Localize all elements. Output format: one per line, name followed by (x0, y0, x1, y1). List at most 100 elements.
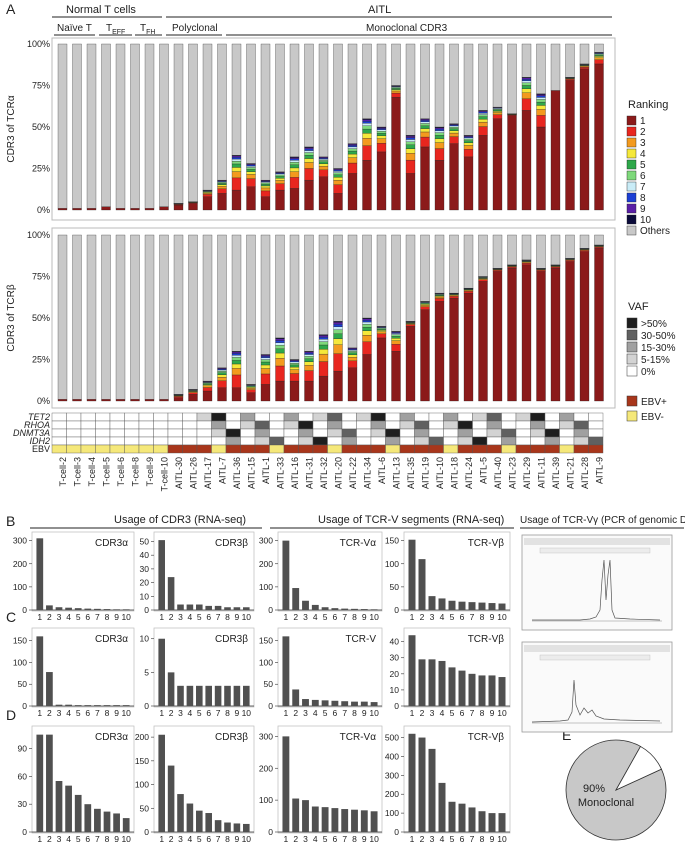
ranking-swatch (626, 214, 637, 225)
xtick-label: 2 (47, 612, 52, 622)
heatmap-cell (385, 444, 401, 454)
heatmap-cell (341, 428, 357, 438)
usage-bar (488, 603, 496, 610)
usage-bar (186, 685, 194, 706)
heatmap-cell (515, 428, 531, 438)
heatmap-cell (51, 420, 67, 430)
usage-bar (428, 659, 436, 706)
xtick-label: 6 (85, 834, 90, 844)
ytick-label: 0 (268, 827, 273, 837)
stack-segment (275, 342, 285, 346)
stack-segment (405, 148, 416, 154)
stack-segment (289, 380, 300, 402)
stack-segment (449, 132, 459, 137)
ytick-label: 200 (259, 559, 273, 569)
heatmap-cell (399, 420, 415, 430)
stack-segment (101, 43, 111, 207)
stack-segment (260, 43, 271, 181)
stack-segment (347, 354, 358, 358)
ytick-label: 0 (22, 827, 27, 837)
ytick-label: 30 (390, 653, 400, 663)
usage-bar (243, 823, 250, 832)
usage-bar (408, 539, 416, 610)
stack-segment (565, 261, 575, 402)
gene-label: TET2 (28, 412, 50, 422)
stack-segment (304, 155, 314, 159)
stack-segment (304, 179, 314, 211)
usage-bar (36, 538, 44, 610)
panel-label-d: D (6, 707, 16, 723)
stack-segment (449, 126, 459, 129)
xtick-label: 8 (480, 612, 485, 622)
stack-segment (57, 234, 68, 400)
stack-segment (405, 324, 416, 327)
stack-segment (565, 260, 575, 262)
stack-segment (188, 234, 198, 390)
usage-bar (214, 685, 222, 706)
stack-segment (536, 99, 546, 103)
heatmap-cell (182, 444, 198, 454)
ranking-label: 10 (640, 215, 652, 226)
stack-segment (202, 390, 213, 402)
xtick-label: 2 (47, 834, 52, 844)
stack-segment (478, 234, 488, 277)
header-monoclonal: Monoclonal CDR3 (366, 23, 448, 34)
sample-label: AITL-24 (464, 457, 474, 489)
ytick-label: 0 (144, 827, 149, 837)
stack-segment (217, 387, 227, 402)
stack-segment (260, 373, 271, 385)
stack-segment (550, 234, 561, 266)
stack-segment (521, 79, 532, 82)
vaf-label: 5-15% (641, 355, 670, 366)
heatmap-cell (312, 420, 328, 430)
usage-bar (458, 803, 466, 832)
ytick-label: 20 (140, 578, 150, 588)
chart-frame (153, 627, 255, 708)
usage-bar (428, 748, 436, 832)
ranking-label: 5 (640, 160, 646, 171)
xtick-label: 9 (235, 708, 240, 718)
usage-bar (196, 604, 203, 610)
stack-segment (362, 119, 372, 122)
heatmap-cell (240, 444, 256, 454)
usage-bar (282, 636, 290, 706)
stack-segment (333, 180, 343, 185)
xtick-label: 8 (225, 612, 230, 622)
heatmap-cell (559, 428, 575, 438)
xtick-label: 1 (284, 708, 289, 718)
heatmap-cell (196, 412, 212, 422)
stack-segment (478, 114, 488, 117)
stack-segment (318, 161, 329, 165)
heatmap-cell (211, 412, 227, 422)
stack-segment (463, 234, 474, 289)
stack-segment (478, 111, 488, 114)
vaf-swatch (626, 341, 638, 353)
stack-segment (434, 127, 445, 130)
stack-segment (217, 193, 227, 211)
ytick-label: 25% (32, 164, 50, 174)
stack-segment (202, 387, 213, 392)
heatmap-cell (327, 436, 343, 446)
stack-segment (318, 339, 329, 342)
sample-label: AITL-13 (392, 457, 402, 489)
stack-segment (463, 137, 474, 140)
stack-segment (565, 79, 575, 81)
stack-segment (289, 177, 300, 189)
xtick-label: 1 (37, 834, 42, 844)
xtick-label: 5 (76, 834, 81, 844)
heatmap-cell (443, 428, 459, 438)
sample-label: AITL-6 (377, 457, 387, 484)
xtick-label: 10 (497, 612, 507, 622)
usage-bar (311, 699, 319, 706)
stack-segment (362, 121, 372, 124)
usage-bar (233, 685, 241, 706)
usage-bar (65, 704, 72, 706)
beta-chart-frame (51, 227, 616, 409)
xtick-label: 5 (450, 834, 455, 844)
stack-segment (362, 354, 372, 402)
usage-bar (370, 811, 378, 832)
stack-segment (420, 146, 430, 211)
chart-frame (403, 627, 511, 708)
usage-bar (292, 798, 300, 832)
xtick-label: 4 (313, 834, 318, 844)
